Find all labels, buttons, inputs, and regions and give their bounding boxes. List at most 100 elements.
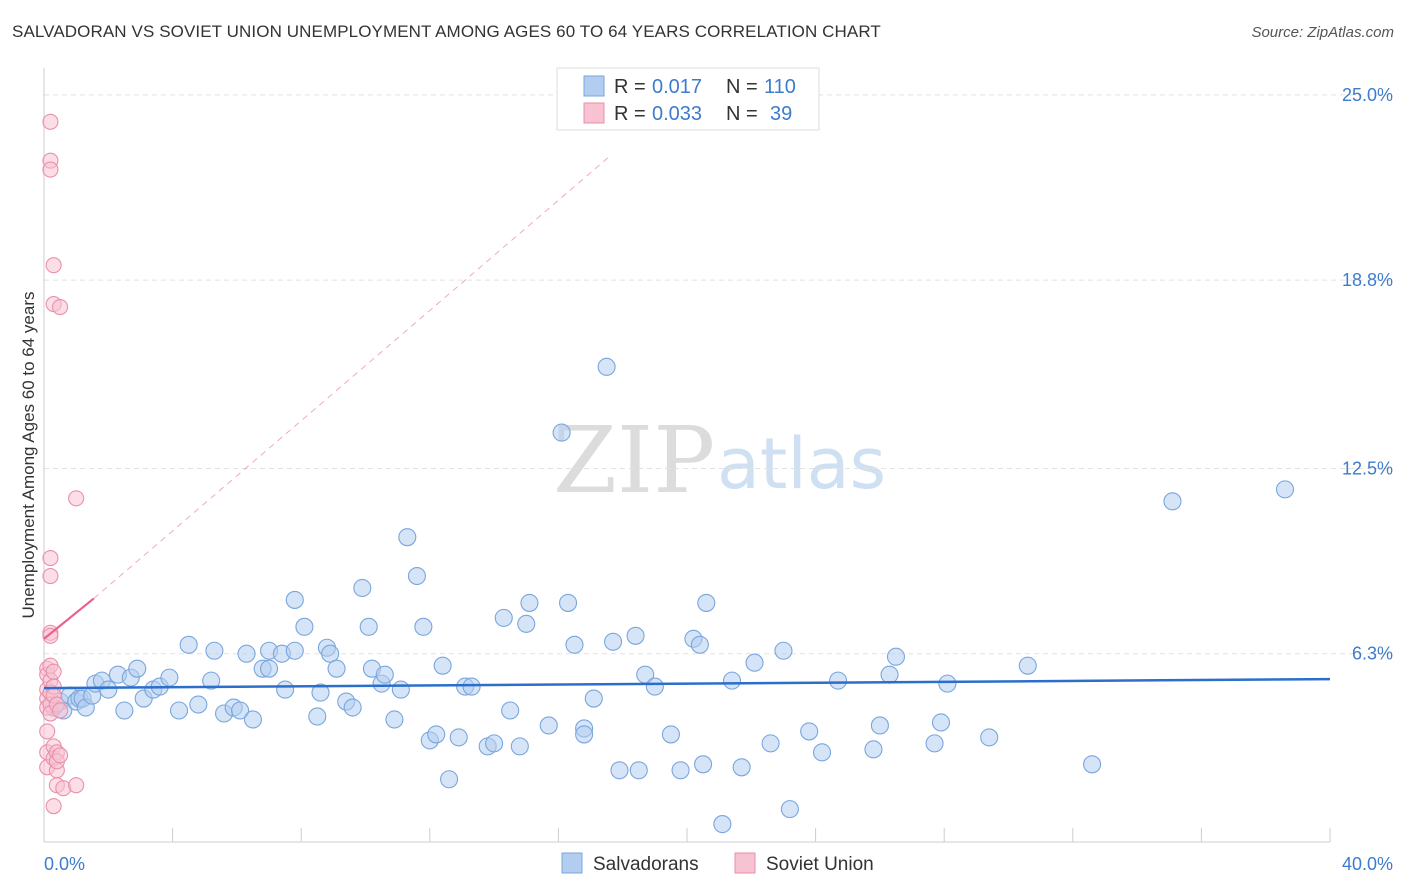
salvadorans-point <box>732 758 751 777</box>
salvadorans-point <box>375 665 394 684</box>
salvadorans-point <box>285 590 304 609</box>
salvadorans-point <box>276 680 295 699</box>
salvadorans-point <box>780 800 799 819</box>
bottom-legend-label-soviet-union: Soviet Union <box>766 854 874 875</box>
watermark: ZIP atlas <box>553 407 886 514</box>
stats-n-label-1: N = <box>726 76 758 98</box>
salvadorans-point <box>128 659 147 678</box>
soviet-union-trend-line <box>43 597 95 640</box>
soviet-union-point <box>42 627 59 644</box>
salvadorans-point <box>115 701 134 720</box>
x-tick-labels: 0.0% 40.0% <box>44 854 1393 874</box>
salvadorans-point <box>160 668 179 687</box>
salvadorans-point <box>321 644 340 663</box>
x-tick-label: 40.0% <box>1342 854 1393 874</box>
salvadorans-point <box>722 671 742 690</box>
soviet-union-point <box>42 113 59 130</box>
salvadorans-point <box>285 641 304 660</box>
bottom-legend-swatch-salvadorans <box>561 852 583 874</box>
chart-title: SALVADORAN VS SOVIET UNION UNEMPLOYMENT … <box>12 22 881 41</box>
salvadorans-point <box>584 689 603 708</box>
y-tick-labels: 6.3% 12.5% 18.8% 25.0% <box>1342 85 1393 664</box>
stats-n-value-2: 39 <box>770 103 792 125</box>
stats-n-label-2: N = <box>726 103 758 125</box>
bottom-legend-swatch-soviet-union <box>734 852 756 874</box>
series-soviet-union <box>39 113 85 815</box>
salvadorans-point <box>259 659 279 678</box>
salvadorans-point <box>189 695 208 714</box>
salvadorans-point <box>671 761 690 780</box>
salvadorans-point <box>604 632 623 651</box>
salvadorans-point <box>1163 492 1182 511</box>
salvadorans-point <box>980 728 999 747</box>
salvadorans-point <box>690 635 709 654</box>
salvadorans-point <box>629 761 648 780</box>
salvadorans-point <box>870 716 889 735</box>
stats-legend-swatch-pink <box>583 102 605 124</box>
salvadorans-point <box>713 815 732 834</box>
salvadorans-point <box>565 635 584 654</box>
y-tick-label: 25.0% <box>1342 85 1393 105</box>
salvadorans-point <box>414 617 433 636</box>
salvadorans-point <box>407 566 426 586</box>
stats-n-value-1: 110 <box>764 76 796 98</box>
soviet-union-trend-extension <box>93 155 611 599</box>
salvadorans-point <box>440 770 459 789</box>
soviet-union-point <box>42 567 59 585</box>
x-tick-label: 0.0% <box>44 854 85 874</box>
salvadorans-point <box>745 653 764 672</box>
salvadorans-point <box>812 743 832 762</box>
series-salvadorans <box>44 357 1295 834</box>
soviet-union-point <box>42 550 59 567</box>
salvadorans-point <box>327 659 346 678</box>
soviet-union-point <box>45 798 62 815</box>
salvadorans-point <box>169 701 189 720</box>
salvadorans-point <box>610 761 629 780</box>
watermark-atlas: atlas <box>717 423 886 505</box>
salvadorans-point <box>880 665 899 684</box>
salvadorans-point <box>99 680 118 699</box>
soviet-union-point <box>68 490 85 507</box>
y-tick-label: 12.5% <box>1342 458 1393 478</box>
salvadorans-point <box>427 725 446 744</box>
x-tick-marks <box>172 828 1331 842</box>
soviet-union-point <box>52 747 69 764</box>
y-tick-label: 18.8% <box>1342 270 1393 290</box>
salvadorans-point <box>398 528 417 547</box>
chart-source: Source: ZipAtlas.com <box>1251 24 1394 41</box>
salvadorans-point <box>510 737 529 756</box>
grid-lines <box>44 94 1392 655</box>
salvadorans-point <box>761 734 780 753</box>
salvadorans-point <box>697 593 716 612</box>
salvadorans-point <box>520 593 539 612</box>
salvadorans-point <box>1275 480 1295 499</box>
salvadorans-point <box>829 671 848 690</box>
salvadorans-point <box>597 357 616 376</box>
salvadorans-point <box>385 710 404 729</box>
salvadorans-point <box>661 725 680 744</box>
salvadorans-point <box>558 593 578 612</box>
salvadorans-point <box>552 423 571 442</box>
salvadorans-point <box>575 725 594 744</box>
soviet-union-point <box>52 299 69 316</box>
salvadorans-trend-line <box>43 677 1331 690</box>
salvadorans-point <box>501 701 520 720</box>
salvadorans-point <box>694 755 713 774</box>
salvadorans-point <box>539 716 558 735</box>
salvadorans-point <box>1018 656 1037 675</box>
salvadorans-point <box>925 734 944 753</box>
stats-r-value-1: 0.017 <box>652 76 702 98</box>
salvadorans-point <box>237 644 256 663</box>
salvadorans-point <box>179 635 198 654</box>
salvadorans-point <box>938 674 957 693</box>
salvadorans-point <box>864 740 883 759</box>
salvadorans-point <box>1083 755 1102 774</box>
soviet-union-point <box>68 777 85 794</box>
salvadorans-point <box>645 677 664 696</box>
trend-lines <box>43 155 1331 690</box>
salvadorans-point <box>800 722 819 741</box>
salvadorans-point <box>449 728 468 747</box>
salvadorans-point <box>353 578 372 598</box>
y-tick-label: 6.3% <box>1352 644 1393 664</box>
